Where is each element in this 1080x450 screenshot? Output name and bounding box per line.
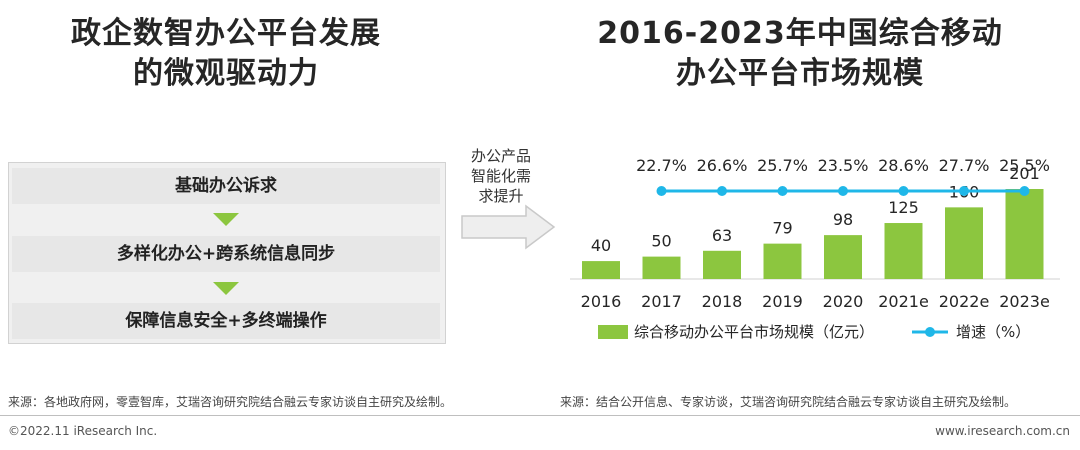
- growth-value-label: 27.7%: [939, 156, 990, 175]
- growth-point: [777, 186, 788, 196]
- x-tick-label: 2022e: [939, 292, 990, 311]
- bar: [703, 250, 741, 279]
- arrow-caption: 办公产品 智能化需 求提升: [458, 146, 544, 206]
- growth-value-label: 25.7%: [757, 156, 808, 175]
- footer-divider: [0, 415, 1080, 416]
- x-tick-label: 2018: [702, 292, 743, 311]
- left-title: 政企数智办公平台发展 的微观驱动力: [0, 14, 452, 94]
- right-title: 2016-2023年中国综合移动 办公平台市场规模: [540, 14, 1060, 94]
- step-2: 多样化办公+跨系统信息同步: [12, 236, 440, 272]
- growth-value-label: 26.6%: [697, 156, 748, 175]
- bar: [763, 243, 802, 279]
- right-arrow-icon: [461, 204, 556, 250]
- legend-label-line: 增速（%）: [956, 323, 1030, 341]
- arrow-caption-line2: 智能化需: [470, 167, 531, 185]
- source-right: 来源：结合公开信息、专家访谈，艾瑞咨询研究院结合融云专家访谈自主研究及绘制。: [560, 395, 1017, 409]
- bar: [884, 223, 923, 279]
- legend-swatch-dot: [925, 327, 935, 337]
- growth-point: [656, 186, 667, 196]
- bar-value-label: 63: [712, 226, 732, 245]
- bar-value-label: 79: [772, 219, 792, 238]
- x-tick-label: 2021e: [878, 292, 929, 311]
- arrow-caption-line1: 办公产品: [470, 147, 531, 165]
- left-title-line1: 政企数智办公平台发展: [71, 16, 381, 51]
- growth-point: [1019, 186, 1030, 196]
- growth-point: [838, 186, 848, 196]
- bar-value-label: 125: [888, 198, 919, 217]
- growth-point: [898, 186, 909, 196]
- step-1: 基础办公诉求: [12, 168, 440, 204]
- site-url: www.iresearch.com.cn: [935, 424, 1070, 438]
- legend-label-bar: 综合移动办公平台市场规模（亿元）: [634, 323, 874, 341]
- right-title-line2: 办公平台市场规模: [676, 56, 924, 91]
- bar-value-label: 201: [1009, 164, 1040, 183]
- bar-value-label: 98: [833, 210, 853, 229]
- market-size-chart: 4020165020176320187920199820201252021e16…: [570, 156, 1060, 341]
- arrow-caption-line3: 求提升: [478, 187, 524, 205]
- bar-value-label: 50: [651, 232, 671, 251]
- growth-value-label: 25.5%: [999, 156, 1050, 175]
- source-left: 来源：各地政府网，零壹智库，艾瑞咨询研究院结合融云专家访谈自主研究及绘制。: [8, 395, 453, 409]
- x-tick-label: 2023e: [999, 292, 1050, 311]
- x-tick-label: 2019: [762, 292, 803, 311]
- down-arrow-icon: [213, 213, 239, 226]
- left-title-line2: 的微观驱动力: [133, 56, 319, 91]
- growth-value-label: 28.6%: [878, 156, 929, 175]
- growth-point: [959, 186, 969, 196]
- step-3: 保障信息安全+多终端操作: [12, 303, 440, 339]
- bar: [1005, 189, 1044, 279]
- growth-point: [717, 186, 727, 196]
- right-title-line1: 2016-2023年中国综合移动: [597, 16, 1003, 51]
- bar: [582, 261, 620, 279]
- x-tick-label: 2016: [581, 292, 622, 311]
- down-arrow-icon: [213, 282, 239, 295]
- growth-value-label: 22.7%: [636, 156, 687, 175]
- bar: [945, 207, 983, 279]
- bar: [824, 235, 862, 279]
- bar-value-label: 40: [591, 236, 611, 255]
- legend-swatch-bar: [598, 325, 628, 339]
- copyright: ©2022.11 iResearch Inc.: [8, 424, 158, 438]
- x-tick-label: 2017: [641, 292, 682, 311]
- growth-value-label: 23.5%: [818, 156, 869, 175]
- x-tick-label: 2020: [823, 292, 864, 311]
- bar: [642, 256, 681, 279]
